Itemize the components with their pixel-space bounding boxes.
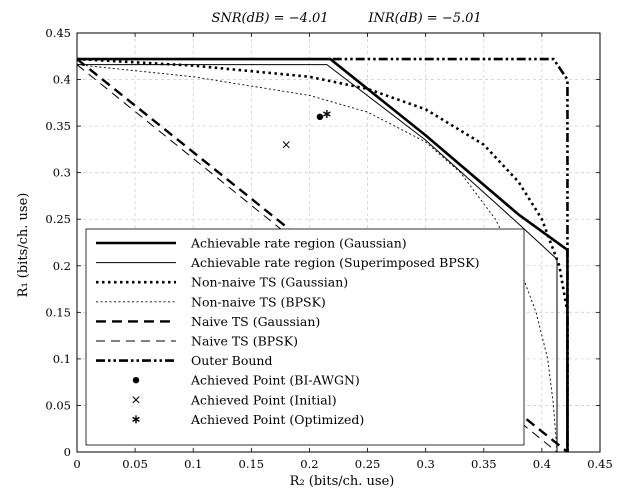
y-tick-label: 0 xyxy=(64,445,71,459)
legend-label-4: Naive TS (Gaussian) xyxy=(191,314,320,329)
marker-point-2 xyxy=(323,110,331,119)
legend-sample-7 xyxy=(132,377,140,384)
y-tick-label: 0.15 xyxy=(45,305,71,319)
marker-point-1 xyxy=(282,141,290,149)
legend-label-5: Naive TS (BPSK) xyxy=(191,334,298,349)
chart-title: SNR(dB) = −4.01 INR(dB) = −5.01 xyxy=(211,11,481,26)
legend-label-3: Non-naive TS (BPSK) xyxy=(191,294,326,309)
title-snr: SNR(dB) = −4.01 xyxy=(211,11,328,26)
y-tick-label: 0.1 xyxy=(53,352,71,366)
series-line-6 xyxy=(332,57,569,452)
title-inr: INR(dB) = −5.01 xyxy=(367,11,481,26)
y-axis-title: R₁ (bits/ch. use) xyxy=(16,193,31,298)
legend-label-6: Outer Bound xyxy=(191,353,272,368)
legend-sample-8 xyxy=(132,396,140,404)
x-tick-label: 0.25 xyxy=(355,457,381,471)
x-tick-label: 0 xyxy=(73,457,80,471)
y-tick-label: 0.3 xyxy=(53,166,71,180)
ticks-group: 0 0.05 0.1 0.15 0.2 0.25 0.3 0.35 0.4 0.45 0 0.05 0.… xyxy=(45,26,612,471)
marker-point-0 xyxy=(316,113,324,121)
series-line-1 xyxy=(77,64,558,452)
legend-label-7: Achieved Point (BI-AWGN) xyxy=(190,373,360,388)
series-line-2 xyxy=(76,57,569,452)
series-line-3 xyxy=(76,64,558,453)
y-tick-label: 0.25 xyxy=(45,212,71,226)
legend-label-0: Achievable rate region (Gaussian) xyxy=(190,236,407,251)
series-line-4 xyxy=(76,58,569,453)
y-tick-label: 0.35 xyxy=(45,119,71,133)
x-tick-label: 0.15 xyxy=(239,457,265,471)
y-tick-label: 0.4 xyxy=(53,73,71,87)
x-tick-label: 0.45 xyxy=(587,457,613,471)
legend: Achievable rate region (Gaussian) Achieva… xyxy=(85,228,525,446)
legend-box xyxy=(85,228,525,446)
y-tick-label: 0.45 xyxy=(45,26,71,40)
y-tick-label: 0.05 xyxy=(45,398,71,412)
x-tick-label: 0.2 xyxy=(300,457,318,471)
y-tick-label: 0.2 xyxy=(53,259,71,273)
legend-label-1: Achievable rate region (Superimposed BPS… xyxy=(190,255,480,270)
legend-sample-9 xyxy=(132,415,140,424)
plot-frame xyxy=(76,32,601,453)
x-axis-title: R₂ (bits/ch. use) xyxy=(290,474,395,489)
legend-label-2: Non-naive TS (Gaussian) xyxy=(191,275,348,290)
legend-label-9: Achieved Point (Optimized) xyxy=(190,412,364,427)
legend-label-8: Achieved Point (Initial) xyxy=(190,392,337,407)
markers-group xyxy=(282,110,331,149)
x-tick-label: 0.4 xyxy=(533,457,551,471)
x-tick-label: 0.3 xyxy=(417,457,435,471)
x-tick-label: 0.1 xyxy=(184,457,202,471)
x-tick-label: 0.35 xyxy=(471,457,497,471)
x-tick-label: 0.05 xyxy=(122,457,148,471)
